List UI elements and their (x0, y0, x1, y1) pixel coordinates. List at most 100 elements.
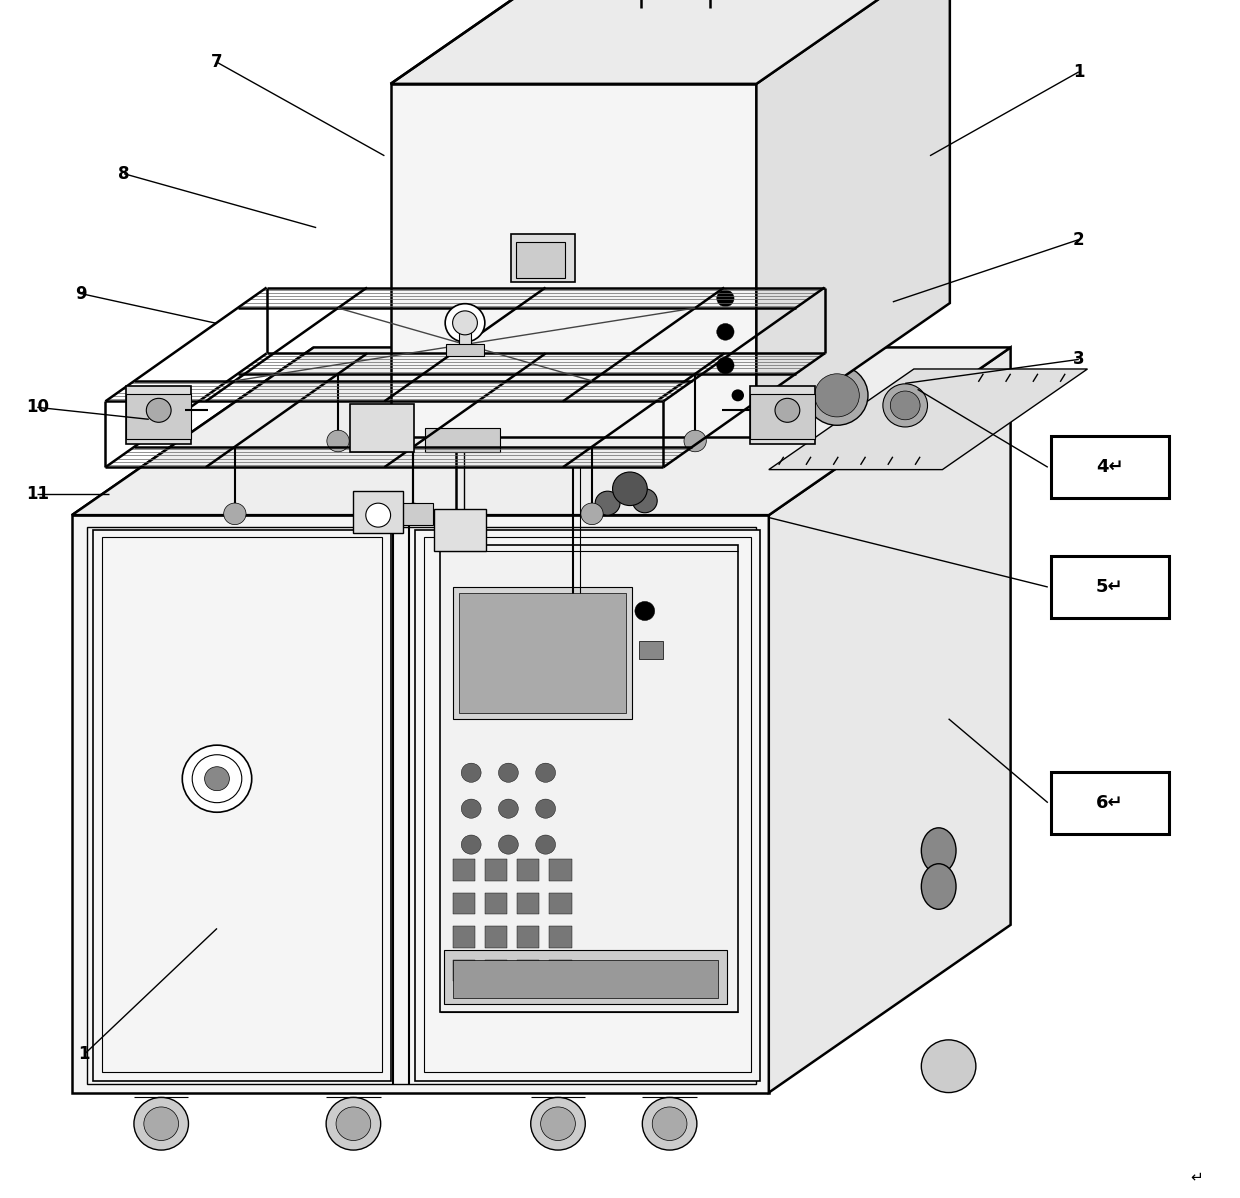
Circle shape (531, 1097, 585, 1150)
Circle shape (595, 491, 620, 515)
Circle shape (461, 763, 481, 782)
Circle shape (134, 1097, 188, 1150)
Polygon shape (1052, 436, 1168, 498)
Polygon shape (1052, 556, 1168, 618)
Polygon shape (639, 641, 663, 659)
Text: 11: 11 (26, 484, 48, 503)
Text: 8: 8 (118, 164, 130, 183)
Bar (453, 859, 475, 881)
Polygon shape (72, 515, 769, 1093)
Text: 9: 9 (74, 284, 87, 303)
Text: 1: 1 (78, 1045, 91, 1064)
Circle shape (192, 755, 242, 803)
Polygon shape (446, 345, 484, 357)
Bar (549, 960, 572, 981)
Circle shape (815, 374, 859, 417)
Bar (517, 893, 539, 914)
Polygon shape (87, 527, 756, 1084)
Text: 4↵: 4↵ (1096, 458, 1123, 477)
Circle shape (205, 767, 229, 791)
Polygon shape (440, 545, 738, 1012)
Circle shape (144, 1107, 179, 1140)
Circle shape (613, 472, 647, 506)
Polygon shape (769, 369, 1087, 470)
Polygon shape (453, 587, 632, 719)
Polygon shape (126, 393, 191, 438)
Polygon shape (756, 0, 950, 437)
Bar (453, 926, 475, 948)
Polygon shape (444, 950, 727, 1004)
Polygon shape (750, 393, 815, 438)
Circle shape (366, 503, 391, 527)
Polygon shape (424, 537, 751, 1072)
Text: 7: 7 (211, 53, 223, 72)
Text: 2: 2 (1073, 230, 1085, 249)
Circle shape (717, 290, 734, 307)
Bar (517, 859, 539, 881)
Polygon shape (415, 530, 760, 1081)
Circle shape (327, 430, 350, 452)
Circle shape (402, 503, 424, 525)
Polygon shape (102, 537, 382, 1072)
Text: 10: 10 (26, 398, 48, 417)
Text: ↵: ↵ (1190, 1169, 1203, 1184)
Polygon shape (393, 503, 433, 525)
Bar (517, 960, 539, 981)
Bar (485, 960, 507, 981)
Polygon shape (391, 0, 950, 84)
Polygon shape (511, 234, 575, 282)
Circle shape (336, 1107, 371, 1140)
Circle shape (453, 310, 477, 334)
Circle shape (536, 835, 556, 854)
Bar (485, 859, 507, 881)
Circle shape (536, 799, 556, 818)
Ellipse shape (921, 828, 956, 873)
Circle shape (461, 799, 481, 818)
Polygon shape (453, 960, 718, 998)
Polygon shape (72, 347, 1011, 515)
Circle shape (883, 383, 928, 426)
Ellipse shape (921, 864, 956, 909)
Bar (453, 893, 475, 914)
Circle shape (541, 1107, 575, 1140)
Circle shape (461, 835, 481, 854)
Circle shape (182, 745, 252, 812)
Circle shape (580, 503, 603, 525)
Polygon shape (350, 404, 414, 452)
Circle shape (642, 1097, 697, 1150)
Circle shape (146, 398, 171, 423)
Polygon shape (750, 386, 815, 444)
Polygon shape (93, 530, 391, 1081)
Circle shape (890, 391, 920, 419)
Polygon shape (516, 242, 565, 278)
Circle shape (717, 323, 734, 340)
Text: 3: 3 (1073, 350, 1085, 369)
Circle shape (498, 763, 518, 782)
Circle shape (498, 835, 518, 854)
Bar (485, 926, 507, 948)
Text: 5↵: 5↵ (1096, 577, 1123, 597)
Polygon shape (459, 320, 471, 350)
Polygon shape (459, 593, 626, 713)
Bar (453, 960, 475, 981)
Circle shape (632, 489, 657, 513)
Circle shape (775, 398, 800, 423)
Polygon shape (353, 491, 403, 533)
Circle shape (635, 601, 655, 621)
Circle shape (732, 389, 744, 401)
Polygon shape (1052, 772, 1168, 834)
Polygon shape (391, 84, 756, 437)
Circle shape (806, 365, 868, 425)
Bar (549, 893, 572, 914)
Polygon shape (126, 386, 191, 444)
Bar (485, 893, 507, 914)
Circle shape (921, 1040, 976, 1093)
Bar (549, 926, 572, 948)
Circle shape (717, 357, 734, 374)
Polygon shape (769, 347, 1011, 1093)
Circle shape (652, 1107, 687, 1140)
Circle shape (326, 1097, 381, 1150)
Polygon shape (557, 619, 604, 649)
Circle shape (536, 763, 556, 782)
Polygon shape (434, 509, 486, 551)
